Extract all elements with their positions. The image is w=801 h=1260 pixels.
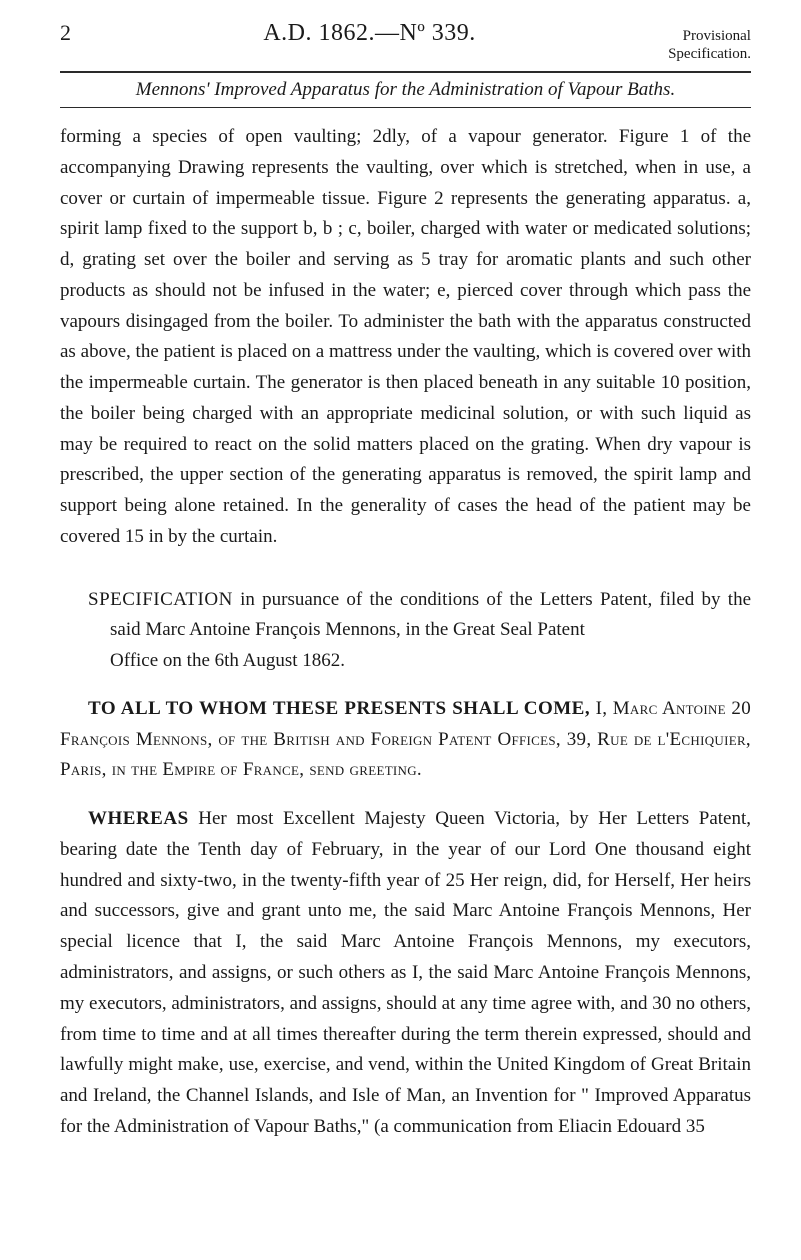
specification-block: SPECIFICATION in pursuance of the condit… bbox=[60, 585, 751, 676]
page-number: 2 bbox=[60, 20, 71, 46]
specification-label: SPECIFICATION bbox=[88, 589, 233, 610]
divider-top bbox=[60, 71, 751, 73]
running-title: Mennons' Improved Apparatus for the Admi… bbox=[60, 79, 751, 101]
to-all-para: TO ALL TO WHOM THESE PRESENTS SHALL COME… bbox=[60, 694, 751, 786]
whereas-para: WHEREAS Her most Excellent Majesty Queen… bbox=[60, 804, 751, 1142]
to-all-bold: TO ALL TO WHOM THESE PRESENTS SHALL COME… bbox=[88, 698, 590, 719]
to-all-block: TO ALL TO WHOM THESE PRESENTS SHALL COME… bbox=[60, 694, 751, 786]
body-paragraph-1: forming a species of open vaulting; 2dly… bbox=[60, 122, 751, 553]
page-header: 2 A.D. 1862.—Nº 339. Provisional Specifi… bbox=[60, 20, 751, 63]
header-right-line2: Specification. bbox=[668, 46, 751, 62]
header-center-title: A.D. 1862.—Nº 339. bbox=[263, 20, 475, 47]
whereas-block: WHEREAS Her most Excellent Majesty Queen… bbox=[60, 804, 751, 1142]
header-right-label: Provisional Specification. bbox=[668, 27, 751, 63]
specification-office-line: Office on the 6th August 1862. bbox=[60, 646, 751, 676]
specification-intro: SPECIFICATION in pursuance of the condit… bbox=[60, 585, 751, 646]
whereas-rest: Her most Excellent Majesty Queen Victori… bbox=[60, 808, 751, 1137]
para1-text: forming a species of open vaulting; 2dly… bbox=[60, 122, 751, 553]
divider-under-running bbox=[60, 107, 751, 108]
whereas-bold: WHEREAS bbox=[88, 808, 189, 829]
header-right-line1: Provisional bbox=[683, 28, 751, 44]
